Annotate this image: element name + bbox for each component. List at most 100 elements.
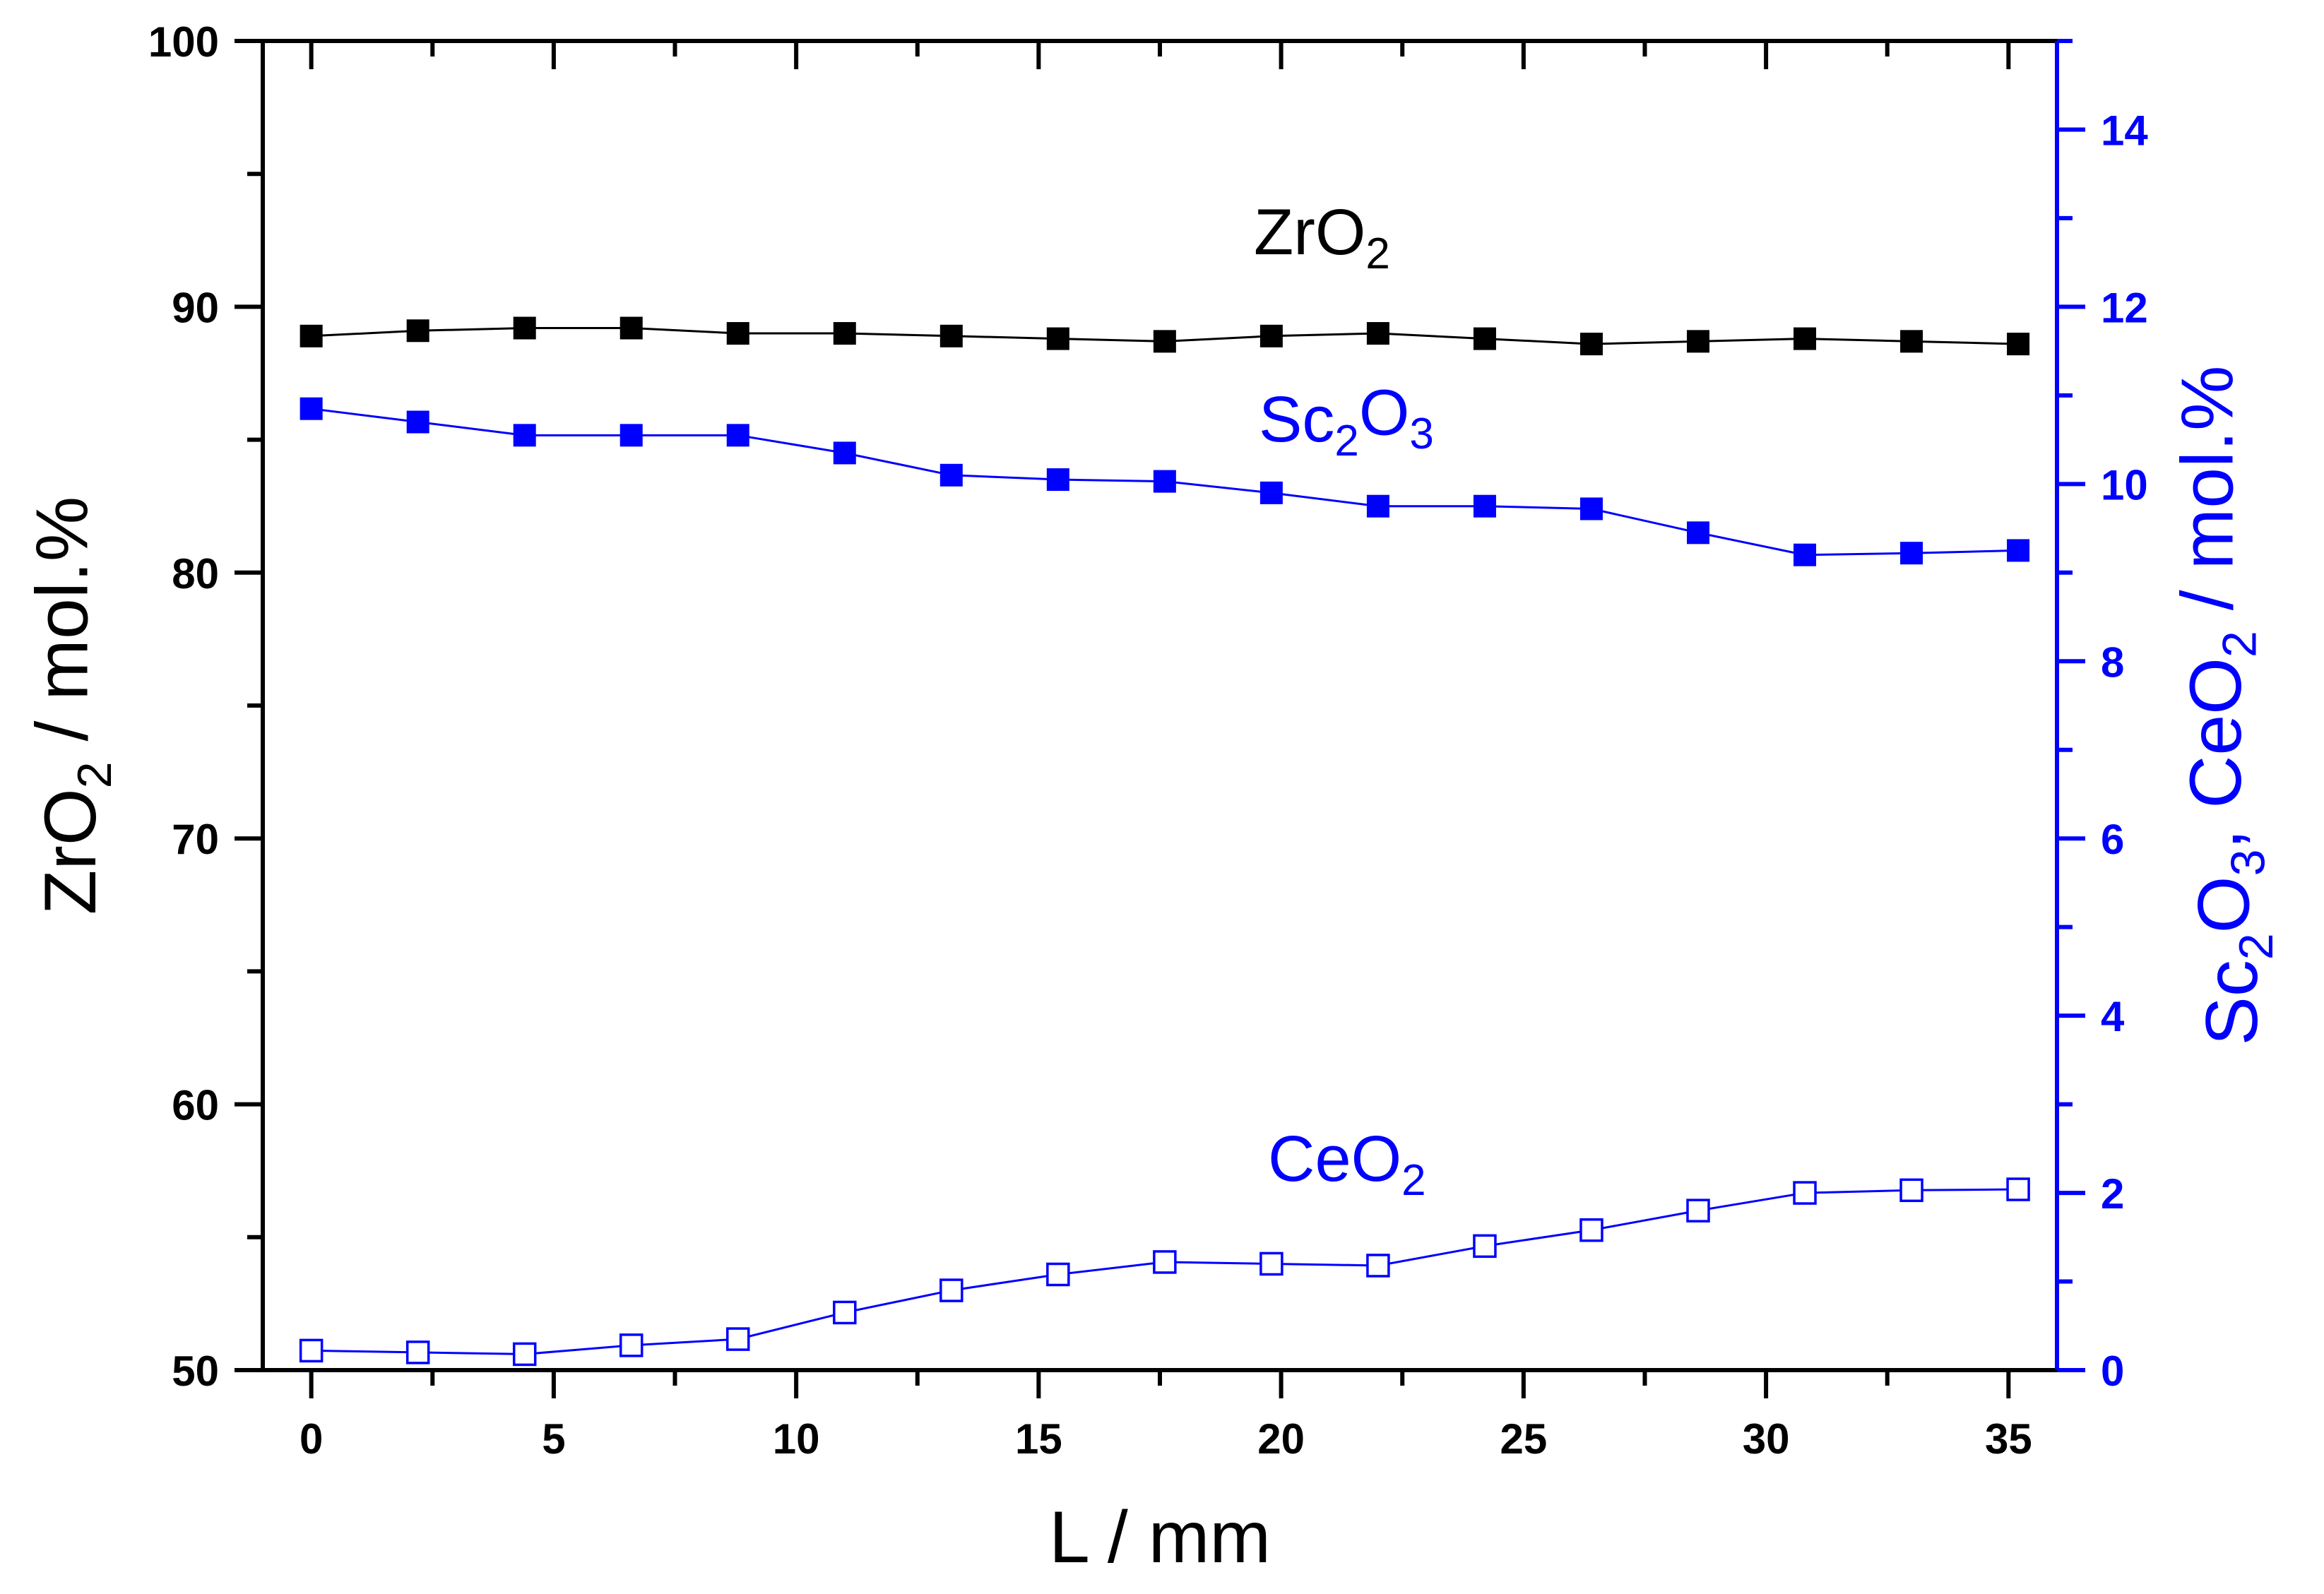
data-point-zro2 xyxy=(2007,333,2030,356)
x-tick-label: 10 xyxy=(773,1415,820,1463)
data-point-ceo2 xyxy=(405,1340,430,1364)
y-left-tick-label: 90 xyxy=(172,284,219,331)
data-point-zro2 xyxy=(1794,327,1817,350)
axis-ticks: 0 5 10 15 20 25 30 35 50 60 70 80 90 100 0 2 4 6 8 10 12 14 xyxy=(148,18,2148,1463)
data-point-zro2 xyxy=(1366,322,1389,345)
data-point-zro2 xyxy=(833,322,856,345)
data-point-ceo2 xyxy=(1793,1181,1817,1205)
series-label-zro2: ZrO2 xyxy=(1254,196,1390,278)
x-tick-label: 30 xyxy=(1743,1415,1790,1463)
data-point-ceo2 xyxy=(1579,1218,1603,1242)
data-point-sc2o3 xyxy=(1579,497,1603,521)
x-tick-label: 20 xyxy=(1257,1415,1305,1463)
data-point-ceo2 xyxy=(1899,1178,1923,1203)
data-point-sc2o3 xyxy=(1473,494,1496,518)
y-right-tick-label: 8 xyxy=(2101,638,2124,686)
y-right-tick-label: 14 xyxy=(2101,107,2148,154)
data-point-zro2 xyxy=(619,316,643,340)
data-point-ceo2 xyxy=(833,1300,857,1325)
data-point-zro2 xyxy=(406,319,429,343)
y-left-tick-label: 70 xyxy=(172,816,219,863)
data-point-sc2o3 xyxy=(833,441,856,465)
data-point-sc2o3 xyxy=(1687,521,1709,545)
data-point-sc2o3 xyxy=(939,463,963,487)
data-point-zro2 xyxy=(1046,327,1069,350)
y-left-tick-label: 50 xyxy=(172,1348,219,1395)
y-right-tick-label: 6 xyxy=(2101,816,2124,863)
data-point-zro2 xyxy=(1900,330,1923,353)
data-point-sc2o3 xyxy=(1046,468,1069,492)
y-left-tick-label: 100 xyxy=(148,18,219,66)
data-point-ceo2 xyxy=(512,1342,537,1367)
data-point-zro2 xyxy=(939,324,963,347)
y-left-axis-title-part: ZrO xyxy=(30,788,112,915)
series-label-ceo2-part: 2 xyxy=(1401,1156,1425,1205)
data-point-sc2o3 xyxy=(1153,470,1176,493)
series-label-sc2o3-part: Sc xyxy=(1259,383,1334,456)
y-left-tick-label: 60 xyxy=(172,1082,219,1129)
y-right-tick-label: 0 xyxy=(2101,1348,2124,1395)
data-point-zro2 xyxy=(1259,324,1283,347)
series-group xyxy=(299,316,2030,1367)
series-label-sc2o3: Sc2O3 xyxy=(1259,376,1434,465)
y-right-axis-title-part: 2 xyxy=(2213,631,2267,658)
x-tick-label: 5 xyxy=(542,1415,565,1463)
data-point-sc2o3 xyxy=(300,397,323,420)
y-left-axis-title: ZrO2 / mol.% xyxy=(21,496,121,915)
data-point-ceo2 xyxy=(1046,1262,1070,1287)
data-point-ceo2 xyxy=(1366,1254,1390,1278)
x-axis-title: L / mm xyxy=(1049,1497,1271,1578)
data-point-ceo2 xyxy=(619,1333,644,1357)
data-point-sc2o3 xyxy=(513,424,536,447)
data-point-sc2o3 xyxy=(726,424,749,447)
data-point-zro2 xyxy=(726,322,749,345)
y-right-axis-title-part: O xyxy=(2183,876,2265,933)
series-label-sc2o3-part: O xyxy=(1359,376,1410,448)
y-right-axis-title-part: 2 xyxy=(2229,933,2283,960)
data-point-zro2 xyxy=(300,324,323,347)
series-sc2o3 xyxy=(300,397,2030,566)
data-point-ceo2 xyxy=(939,1278,964,1302)
data-point-zro2 xyxy=(1153,330,1176,353)
data-point-ceo2 xyxy=(2006,1177,2030,1201)
data-point-zro2 xyxy=(1579,333,1603,356)
data-point-sc2o3 xyxy=(1259,481,1283,504)
y-left-axis-title-part: / mol.% xyxy=(21,496,103,762)
y-left-axis-title-part: 2 xyxy=(68,761,121,788)
data-point-ceo2 xyxy=(726,1327,750,1351)
y-right-tick-label: 4 xyxy=(2101,993,2125,1040)
data-point-sc2o3 xyxy=(1794,543,1817,566)
series-label-sc2o3-part: 3 xyxy=(1409,410,1433,458)
series-label-zro2-part: 2 xyxy=(1365,230,1389,278)
series-ceo2 xyxy=(299,1177,2030,1367)
series-label-zro2-part: ZrO xyxy=(1254,196,1365,268)
y-right-axis-title-part: / mol.% xyxy=(2166,365,2248,631)
data-point-sc2o3 xyxy=(2007,539,2030,562)
y-right-axis-title: Sc2O3, CeO2 / mol.% xyxy=(2166,365,2282,1045)
data-point-zro2 xyxy=(513,316,536,340)
x-tick-label: 15 xyxy=(1015,1415,1062,1463)
y-right-axis-title-part: , CeO xyxy=(2175,658,2257,850)
y-right-axis-title-part: Sc xyxy=(2191,960,2273,1045)
y-left-tick-label: 80 xyxy=(172,550,219,597)
data-point-ceo2 xyxy=(1686,1199,1710,1223)
data-point-ceo2 xyxy=(1473,1234,1497,1259)
series-zro2 xyxy=(300,316,2030,356)
series-label-ceo2-part: CeO xyxy=(1268,1123,1401,1195)
data-point-sc2o3 xyxy=(406,410,429,434)
y-right-tick-label: 12 xyxy=(2101,284,2148,331)
data-point-ceo2 xyxy=(299,1338,324,1363)
y-right-tick-label: 10 xyxy=(2101,461,2148,508)
y-right-tick-label: 2 xyxy=(2101,1170,2124,1218)
data-point-ceo2 xyxy=(1153,1250,1177,1274)
data-point-zro2 xyxy=(1473,327,1496,350)
data-point-zro2 xyxy=(1687,330,1709,353)
data-point-sc2o3 xyxy=(1366,494,1389,518)
plot-frame xyxy=(261,39,2059,1372)
x-tick-label: 35 xyxy=(1985,1415,2032,1463)
data-point-sc2o3 xyxy=(619,424,643,447)
series-label-ceo2: CeO2 xyxy=(1268,1123,1426,1205)
x-tick-label: 25 xyxy=(1500,1415,1547,1463)
